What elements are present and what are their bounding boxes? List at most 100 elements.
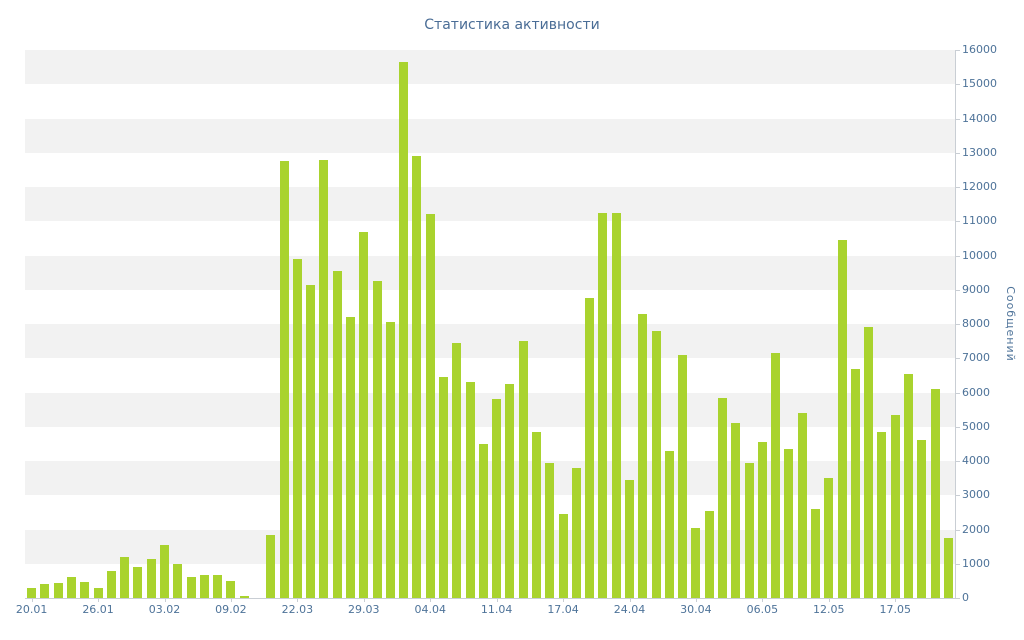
bar-46[interactable] — [638, 313, 648, 598]
bar-62[interactable] — [850, 368, 860, 598]
bar-66[interactable] — [903, 373, 913, 598]
plot-area — [25, 50, 955, 598]
bar-22[interactable] — [319, 159, 329, 598]
bar-41[interactable] — [571, 467, 581, 598]
background-band — [25, 255, 955, 290]
y-tick-label: 9000 — [962, 282, 990, 296]
x-tick-label: 29.03 — [348, 603, 380, 616]
background-band — [25, 187, 955, 222]
bar-35[interactable] — [492, 399, 502, 598]
bar-68[interactable] — [930, 389, 940, 598]
x-tick-label: 03.02 — [148, 603, 181, 616]
y-tick-label: 12000 — [962, 180, 997, 193]
bar-34[interactable] — [478, 443, 488, 598]
y-tick-mark — [956, 50, 960, 51]
bar-52[interactable] — [717, 397, 727, 598]
bar-60[interactable] — [824, 478, 834, 598]
bar-27[interactable] — [385, 322, 395, 598]
y-tick-label: 16000 — [962, 43, 997, 56]
bar-67[interactable] — [917, 440, 927, 598]
bar-55[interactable] — [757, 442, 767, 598]
x-tick-mark — [297, 598, 299, 602]
y-tick-mark — [956, 84, 960, 86]
bar-13[interactable] — [199, 574, 209, 598]
bar-65[interactable] — [890, 414, 900, 598]
bar-33[interactable] — [465, 382, 475, 598]
bar-20[interactable] — [292, 258, 302, 598]
bar-50[interactable] — [691, 527, 701, 598]
bar-26[interactable] — [372, 281, 382, 598]
x-tick-label: 12.05 — [813, 603, 845, 616]
bar-1[interactable] — [40, 583, 50, 598]
bar-37[interactable] — [518, 341, 528, 598]
y-tick-label: 8000 — [962, 317, 990, 330]
bar-39[interactable] — [545, 462, 555, 598]
bar-2[interactable] — [53, 583, 63, 598]
y-tick-mark — [956, 187, 960, 188]
bar-61[interactable] — [837, 240, 847, 598]
bar-38[interactable] — [531, 431, 541, 598]
bar-15[interactable] — [226, 580, 236, 598]
bar-6[interactable] — [106, 571, 116, 598]
y-tick-label: 10000 — [962, 248, 997, 262]
y-tick-label: 11000 — [962, 214, 997, 228]
bar-11[interactable] — [173, 563, 183, 598]
bar-47[interactable] — [651, 330, 661, 598]
bar-31[interactable] — [438, 377, 448, 598]
bar-53[interactable] — [731, 423, 741, 598]
bar-40[interactable] — [558, 514, 568, 598]
x-tick-mark — [496, 598, 498, 602]
bar-59[interactable] — [810, 508, 820, 598]
bar-14[interactable] — [213, 575, 223, 598]
bar-57[interactable] — [784, 449, 794, 598]
bar-51[interactable] — [704, 510, 714, 598]
bar-9[interactable] — [146, 558, 156, 598]
bar-42[interactable] — [585, 298, 595, 598]
bar-28[interactable] — [399, 62, 409, 598]
bar-56[interactable] — [771, 353, 781, 598]
y-tick-label: 14000 — [962, 111, 997, 125]
bar-12[interactable] — [186, 576, 196, 598]
bar-45[interactable] — [624, 479, 634, 598]
y-tick-label: 3000 — [962, 488, 990, 502]
background-band — [25, 461, 955, 496]
bar-19[interactable] — [279, 161, 289, 598]
bar-49[interactable] — [678, 354, 688, 598]
bar-54[interactable] — [744, 462, 754, 598]
bar-24[interactable] — [345, 317, 355, 598]
y-axis-title: Сообщений — [1004, 286, 1017, 362]
bar-3[interactable] — [66, 577, 76, 598]
bar-43[interactable] — [598, 212, 608, 598]
bar-10[interactable] — [159, 544, 169, 598]
y-tick-mark — [956, 358, 960, 360]
bar-64[interactable] — [877, 431, 887, 598]
bar-0[interactable] — [27, 588, 37, 598]
bar-4[interactable] — [80, 581, 90, 598]
bar-21[interactable] — [306, 284, 316, 598]
bar-44[interactable] — [611, 212, 621, 598]
bar-18[interactable] — [266, 534, 276, 598]
y-tick-label: 15000 — [962, 77, 997, 91]
bar-32[interactable] — [452, 342, 462, 598]
x-tick-mark — [98, 598, 100, 602]
x-tick-label: 17.05 — [879, 603, 911, 616]
bar-63[interactable] — [864, 327, 874, 598]
bar-25[interactable] — [359, 231, 369, 598]
bar-58[interactable] — [797, 413, 807, 598]
bar-23[interactable] — [332, 270, 342, 598]
x-tick-mark — [563, 598, 565, 602]
x-tick-label: 17.04 — [547, 603, 579, 616]
bar-30[interactable] — [425, 214, 435, 598]
bar-5[interactable] — [93, 587, 103, 598]
bar-48[interactable] — [664, 450, 674, 598]
x-tick-label: 30.04 — [680, 603, 712, 616]
bar-7[interactable] — [120, 556, 130, 598]
y-tick-mark — [956, 289, 960, 291]
x-tick-mark — [430, 598, 432, 602]
y-tick-mark — [956, 118, 960, 120]
bar-8[interactable] — [133, 567, 143, 598]
bar-69[interactable] — [943, 538, 953, 598]
bar-16[interactable] — [239, 595, 249, 598]
bar-36[interactable] — [505, 383, 515, 598]
bar-29[interactable] — [412, 156, 422, 598]
